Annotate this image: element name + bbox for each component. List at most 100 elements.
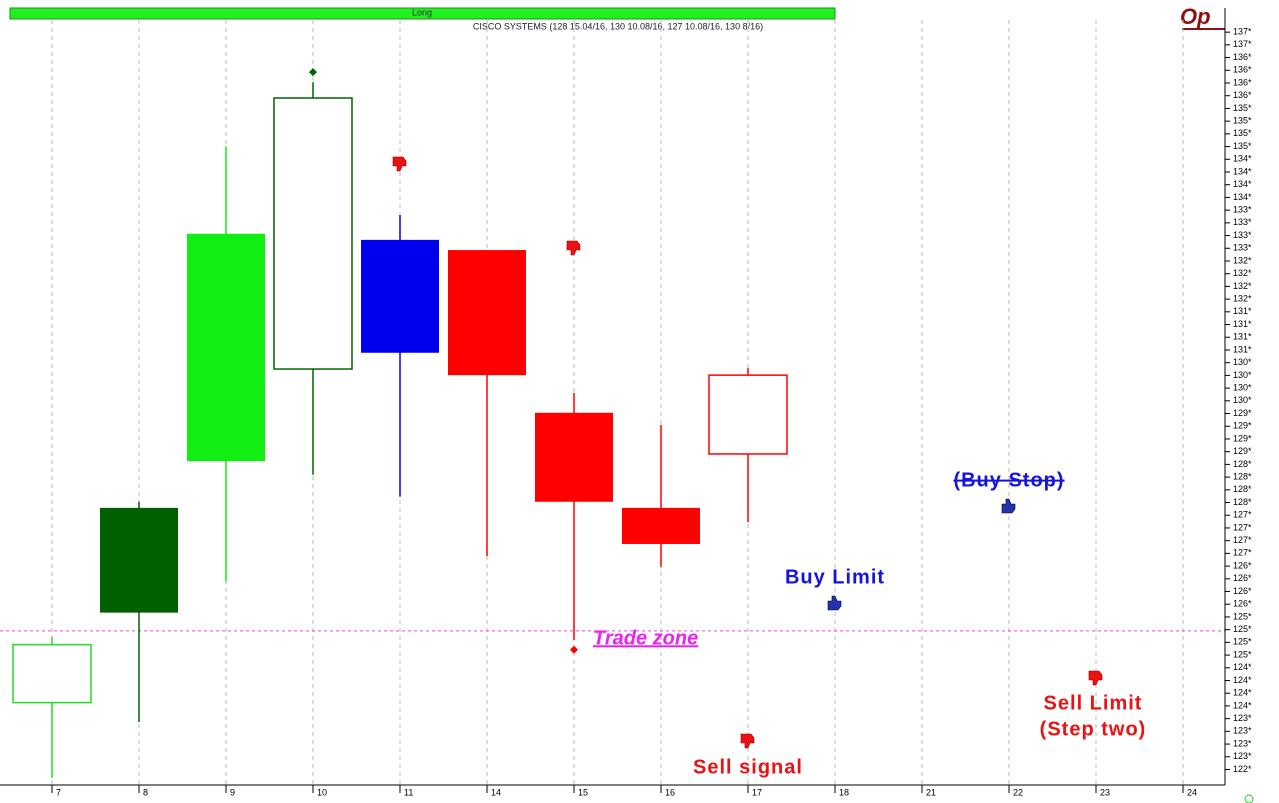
status-icon <box>1244 794 1254 803</box>
thumb-down-icon <box>566 240 581 256</box>
y-tick-label: 129* <box>1233 433 1252 443</box>
y-tick-label: 133* <box>1233 243 1252 253</box>
y-tick-label: 126* <box>1233 599 1252 609</box>
chart-title: CISCO SYSTEMS (128 15.04/16, 130 10.08/1… <box>473 21 763 31</box>
x-tick-label: 18 <box>839 787 849 797</box>
candle-body <box>273 97 353 370</box>
y-tick-label: 123* <box>1233 726 1252 736</box>
x-tick-label: 10 <box>317 787 327 797</box>
y-tick-label: 123* <box>1233 751 1252 761</box>
y-tick-label: 123* <box>1233 713 1252 723</box>
y-tick-label: 128* <box>1233 471 1252 481</box>
y-tick-label: 123* <box>1233 738 1252 748</box>
buy-limit-label: Buy Limit <box>785 566 885 588</box>
y-tick-label: 135* <box>1233 116 1252 126</box>
y-tick-label: 133* <box>1233 230 1252 240</box>
trade-zone-label: Trade zone <box>593 627 698 649</box>
corner-label: Op <box>1180 4 1211 29</box>
buy-stop-label: (Buy Stop) <box>953 469 1064 491</box>
sell-signal-label: Sell signal <box>693 756 803 778</box>
y-tick-label: 134* <box>1233 179 1252 189</box>
y-tick-label: 136* <box>1233 52 1252 62</box>
y-tick-label: 135* <box>1233 128 1252 138</box>
y-tick-label: 130* <box>1233 382 1252 392</box>
y-tick-label: 131* <box>1233 344 1252 354</box>
y-tick-label: 134* <box>1233 154 1252 164</box>
y-tick-label: 125* <box>1233 624 1252 634</box>
candle-body <box>100 507 178 613</box>
candle-body <box>708 374 788 455</box>
y-tick-label: 135* <box>1233 141 1252 151</box>
y-tick-label: 134* <box>1233 192 1252 202</box>
thumb-up-icon <box>827 595 842 611</box>
y-tick-label: 125* <box>1233 637 1252 647</box>
y-tick-label: 132* <box>1233 281 1252 291</box>
x-tick-label: 9 <box>230 787 235 797</box>
x-tick-label: 15 <box>578 787 588 797</box>
candle-body <box>187 233 265 462</box>
x-tick-label: 14 <box>491 787 501 797</box>
candle-body <box>12 643 92 704</box>
buy-icons <box>827 498 1016 611</box>
x-tick-label: 11 <box>404 787 413 797</box>
y-tick-label: 132* <box>1233 255 1252 265</box>
y-tick-label: 130* <box>1233 357 1252 367</box>
y-tick-label: 126* <box>1233 560 1252 570</box>
y-tick-label: 126* <box>1233 586 1252 596</box>
axis-panel <box>1225 0 1279 803</box>
y-tick-label: 134* <box>1233 166 1252 176</box>
y-tick-label: 126* <box>1233 573 1252 583</box>
y-tick-label: 125* <box>1233 649 1252 659</box>
x-tick-label: 16 <box>665 787 675 797</box>
y-tick-label: 128* <box>1233 497 1252 507</box>
y-tick-label: 127* <box>1233 510 1252 520</box>
y-tick-label: 135* <box>1233 103 1252 113</box>
x-tick-label: 21 <box>926 787 936 797</box>
y-tick-label: 131* <box>1233 306 1252 316</box>
y-tick-label: 132* <box>1233 293 1252 303</box>
y-tick-label: 128* <box>1233 459 1252 469</box>
thumb-up-icon <box>1001 498 1016 514</box>
step-two-label: (Step two) <box>1040 718 1147 740</box>
x-tick-label: 17 <box>752 787 762 797</box>
y-tick-label: 136* <box>1233 90 1252 100</box>
x-tick-label: 23 <box>1100 787 1110 797</box>
y-tick-label: 129* <box>1233 408 1252 418</box>
candle-body <box>622 507 700 544</box>
y-tick-label: 130* <box>1233 395 1252 405</box>
y-tick-label: 124* <box>1233 700 1252 710</box>
y-tick-label: 130* <box>1233 370 1252 380</box>
y-tick-label: 125* <box>1233 611 1252 621</box>
y-tick-label: 137* <box>1233 27 1252 37</box>
y-tick-label: 124* <box>1233 688 1252 698</box>
x-tick-label: 24 <box>1187 787 1197 797</box>
y-tick-label: 131* <box>1233 319 1252 329</box>
y-tick-label: 124* <box>1233 662 1252 672</box>
y-tick-label: 136* <box>1233 65 1252 75</box>
y-tick-label: 127* <box>1233 522 1252 532</box>
y-tick-label: 137* <box>1233 39 1252 49</box>
y-tick-label: 127* <box>1233 535 1252 545</box>
y-tick-label: 129* <box>1233 446 1252 456</box>
signal-marker <box>570 645 578 654</box>
sell-limit-label: Sell Limit <box>1044 692 1143 714</box>
candle-body <box>448 250 526 376</box>
thumb-down-icon <box>1088 670 1103 686</box>
y-tick-label: 133* <box>1233 217 1252 227</box>
y-tick-label: 131* <box>1233 332 1252 342</box>
y-tick-label: 129* <box>1233 421 1252 431</box>
status-label: Long <box>412 7 432 17</box>
x-tick-label: 8 <box>143 787 148 797</box>
y-tick-label: 136* <box>1233 77 1252 87</box>
x-tick-label: 7 <box>56 787 61 797</box>
status-bar <box>9 7 836 20</box>
candle-body <box>361 239 439 353</box>
candle-body <box>535 412 613 502</box>
signal-marker <box>309 68 317 77</box>
y-tick-label: 127* <box>1233 548 1252 558</box>
y-tick-label: 128* <box>1233 484 1252 494</box>
sell-icons <box>392 156 1103 749</box>
y-tick-label: 122* <box>1233 764 1252 774</box>
thumb-down-icon <box>740 733 755 749</box>
